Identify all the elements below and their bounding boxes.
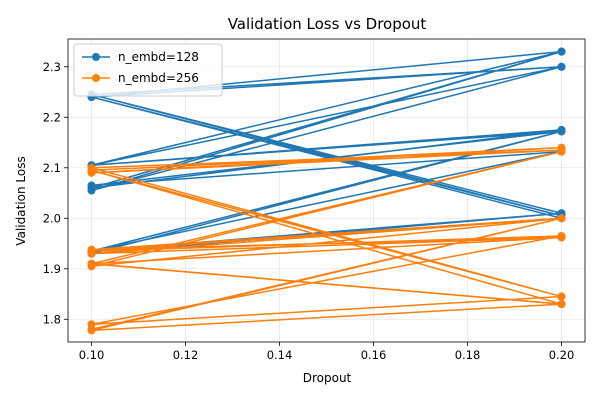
legend-item: n_embd=128 xyxy=(82,50,199,64)
ticks: 0.10 0.12 0.14 0.16 0.18 0.20 1.8 1.9 2.0 2.1 2.2 2… xyxy=(43,60,575,362)
data-point xyxy=(557,233,566,242)
data-point xyxy=(557,62,566,71)
series-line xyxy=(90,217,563,332)
x-tick-label: 0.12 xyxy=(173,348,199,362)
data-point xyxy=(87,166,96,175)
y-axis-label: Validation Loss xyxy=(14,156,28,245)
x-tick-label: 0.18 xyxy=(455,348,481,362)
legend-marker xyxy=(92,53,100,61)
x-axis-label: Dropout xyxy=(303,371,352,385)
legend-box xyxy=(73,43,223,97)
y-tick-label: 2.0 xyxy=(43,211,61,225)
data-point xyxy=(87,259,96,268)
x-tick-label: 0.10 xyxy=(79,348,105,362)
legend-label: n_embd=128 xyxy=(118,50,199,64)
series-2 xyxy=(87,214,566,335)
data-point xyxy=(557,292,566,301)
chart-title: Validation Loss vs Dropout xyxy=(228,15,427,33)
data-point xyxy=(87,326,96,335)
y-tick-label: 1.8 xyxy=(43,312,61,326)
x-tick-label: 0.16 xyxy=(361,348,387,362)
data-point xyxy=(557,300,566,309)
data-point xyxy=(87,181,96,190)
x-tick-label: 0.14 xyxy=(267,348,293,362)
data-point xyxy=(87,247,96,256)
legend-marker xyxy=(92,74,100,82)
data-point xyxy=(557,127,566,136)
y-tick-label: 1.9 xyxy=(43,262,61,276)
plot-frame xyxy=(67,38,586,343)
legend-item: n_embd=256 xyxy=(82,71,199,85)
data-point xyxy=(557,47,566,56)
series-line xyxy=(90,146,563,326)
legend: n_embd=128 n_embd=256 xyxy=(73,43,223,97)
y-tick-label: 2.1 xyxy=(43,161,61,175)
series-layer xyxy=(87,47,566,335)
x-tick-label: 0.20 xyxy=(549,348,575,362)
data-point xyxy=(557,214,566,223)
y-tick-label: 2.2 xyxy=(43,110,61,124)
y-tick-label: 2.3 xyxy=(43,60,61,74)
data-point xyxy=(557,147,566,156)
legend-label: n_embd=256 xyxy=(118,71,199,85)
